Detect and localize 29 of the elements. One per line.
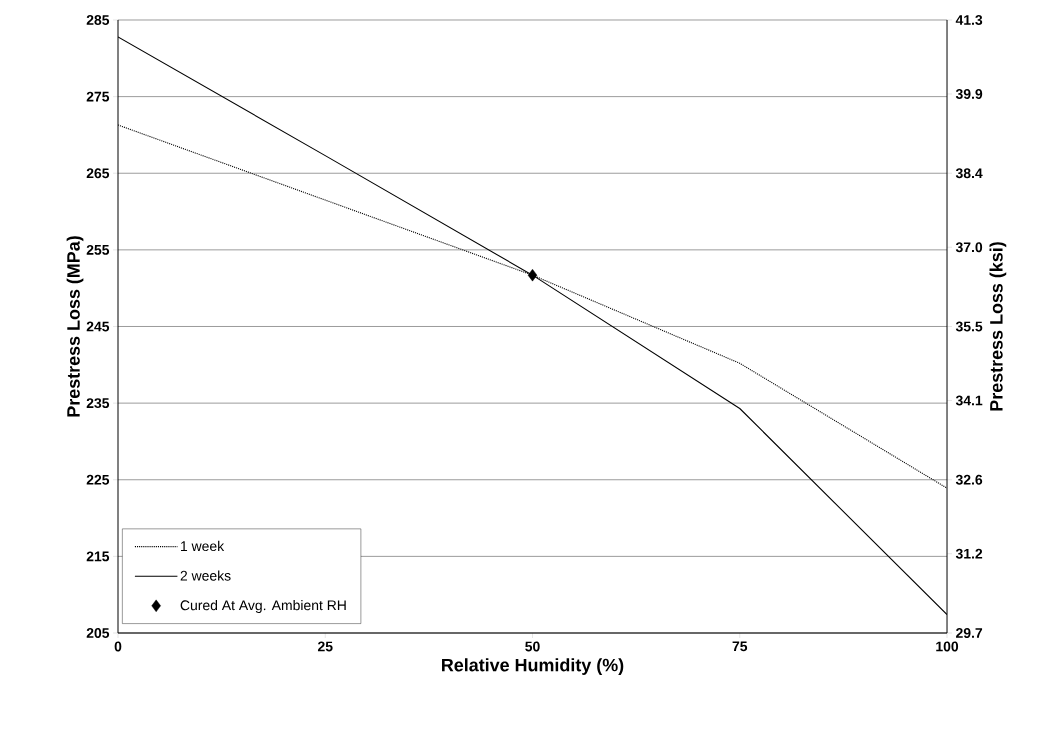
y-axis-title: Prestress Loss (MPa) <box>66 236 84 417</box>
y-tick-label: 285 <box>86 15 110 25</box>
y-tick-label: 275 <box>86 91 110 102</box>
y2-tick-label: 37.0 <box>955 242 983 253</box>
y2-tick-label: 31.2 <box>955 548 983 559</box>
x-axis-title: Relative Humidity (%) <box>442 658 624 675</box>
y-tick-label: 255 <box>86 244 110 255</box>
legend-label: Cured At Avg. Ambient RH <box>180 600 346 614</box>
y-tick-label: 265 <box>86 168 110 179</box>
y2-tick-label: 29.7 <box>956 628 983 638</box>
y-tick-label: 225 <box>86 474 110 485</box>
y2-tick-label: 32.6 <box>955 474 983 485</box>
y2-tick-label: 35.5 <box>955 321 983 332</box>
y-tick-label: 245 <box>86 321 110 332</box>
x-tick-label: 75 <box>732 641 748 652</box>
legend-label: 2 weeks <box>180 570 231 581</box>
x-tick-label: 100 <box>936 641 959 652</box>
y-tick-label: 215 <box>86 551 110 562</box>
x-tick-label: 0 <box>114 641 122 652</box>
y2-tick-label: 38.4 <box>955 168 983 179</box>
y-tick-label: 205 <box>86 628 110 638</box>
y-tick-label: 235 <box>86 398 110 409</box>
y2-tick-label: 41.3 <box>955 15 983 25</box>
y2-tick-label: 39.9 <box>955 89 983 99</box>
x-tick-label: 50 <box>525 641 540 652</box>
x-tick-label: 25 <box>317 641 333 652</box>
y2-tick-label: 34.1 <box>955 395 983 406</box>
legend-label: 1 week <box>181 540 225 552</box>
y2-axis-title: Prestress Loss (ksi) <box>989 242 1007 411</box>
